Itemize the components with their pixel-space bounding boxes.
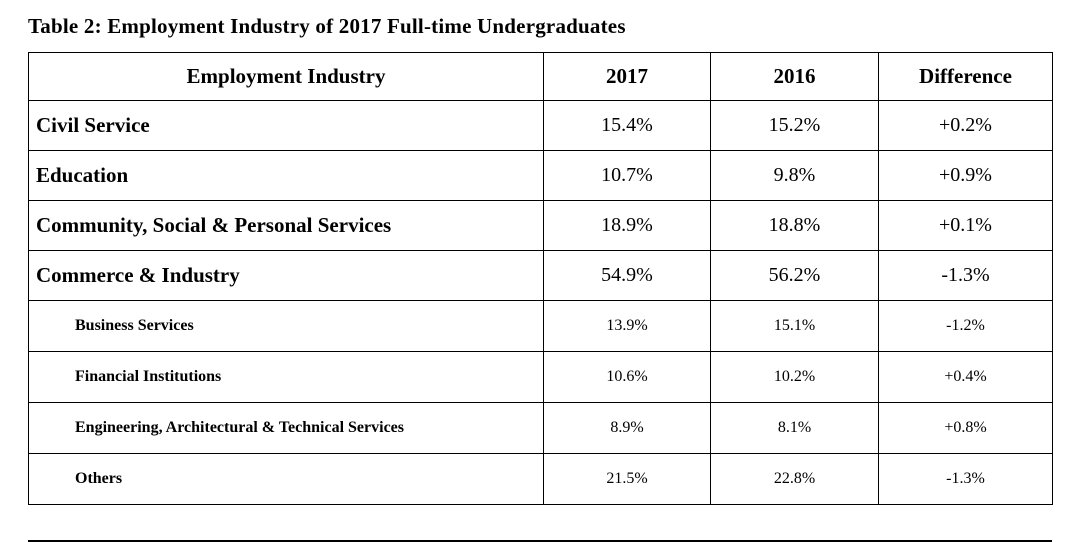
value-2017: 15.4% — [543, 100, 711, 151]
value-2017: 13.9% — [543, 300, 711, 352]
value-difference: +0.9% — [878, 150, 1053, 201]
value-difference: +0.4% — [878, 351, 1053, 403]
value-difference: -1.2% — [878, 300, 1053, 352]
value-difference: +0.1% — [878, 200, 1053, 251]
industry-label: Community, Social & Personal Services — [28, 200, 544, 251]
value-2017: 8.9% — [543, 402, 711, 454]
industry-sublabel: Business Services — [28, 300, 544, 352]
value-2017: 10.7% — [543, 150, 711, 201]
value-2017: 54.9% — [543, 250, 711, 301]
industry-label: Education — [28, 150, 544, 201]
value-2016: 8.1% — [710, 402, 879, 454]
industry-sublabel: Financial Institutions — [28, 351, 544, 403]
col-header-2017: 2017 — [543, 52, 711, 101]
header-row: Employment Industry 2017 2016 Difference — [28, 52, 1053, 101]
row-others: Others 21.5% 22.8% -1.3% — [28, 453, 1053, 505]
row-engineering-architectural-technical-services: Engineering, Architectural & Technical S… — [28, 402, 1053, 454]
col-header-employment-industry: Employment Industry — [28, 52, 544, 101]
value-difference: -1.3% — [878, 250, 1053, 301]
value-2016: 9.8% — [710, 150, 879, 201]
value-difference: -1.3% — [878, 453, 1053, 505]
value-2016: 10.2% — [710, 351, 879, 403]
row-civil-service: Civil Service 15.4% 15.2% +0.2% — [28, 100, 1053, 151]
employment-industry-table: Employment Industry 2017 2016 Difference… — [28, 52, 1053, 505]
value-difference: +0.2% — [878, 100, 1053, 151]
next-table-top-border — [28, 540, 1052, 542]
value-2016: 56.2% — [710, 250, 879, 301]
industry-label: Civil Service — [28, 100, 544, 151]
value-difference: +0.8% — [878, 402, 1053, 454]
col-header-difference: Difference — [878, 52, 1053, 101]
value-2017: 21.5% — [543, 453, 711, 505]
industry-sublabel: Engineering, Architectural & Technical S… — [28, 402, 544, 454]
value-2016: 18.8% — [710, 200, 879, 251]
row-commerce-industry: Commerce & Industry 54.9% 56.2% -1.3% — [28, 250, 1053, 301]
col-header-2016: 2016 — [710, 52, 879, 101]
value-2017: 18.9% — [543, 200, 711, 251]
row-business-services: Business Services 13.9% 15.1% -1.2% — [28, 300, 1053, 352]
row-community-social-personal-services: Community, Social & Personal Services 18… — [28, 200, 1053, 251]
row-education: Education 10.7% 9.8% +0.9% — [28, 150, 1053, 201]
value-2016: 15.1% — [710, 300, 879, 352]
value-2017: 10.6% — [543, 351, 711, 403]
value-2016: 22.8% — [710, 453, 879, 505]
industry-label: Commerce & Industry — [28, 250, 544, 301]
table-title: Table 2: Employment Industry of 2017 Ful… — [28, 14, 626, 38]
row-financial-institutions: Financial Institutions 10.6% 10.2% +0.4% — [28, 351, 1053, 403]
value-2016: 15.2% — [710, 100, 879, 151]
industry-sublabel: Others — [28, 453, 544, 505]
